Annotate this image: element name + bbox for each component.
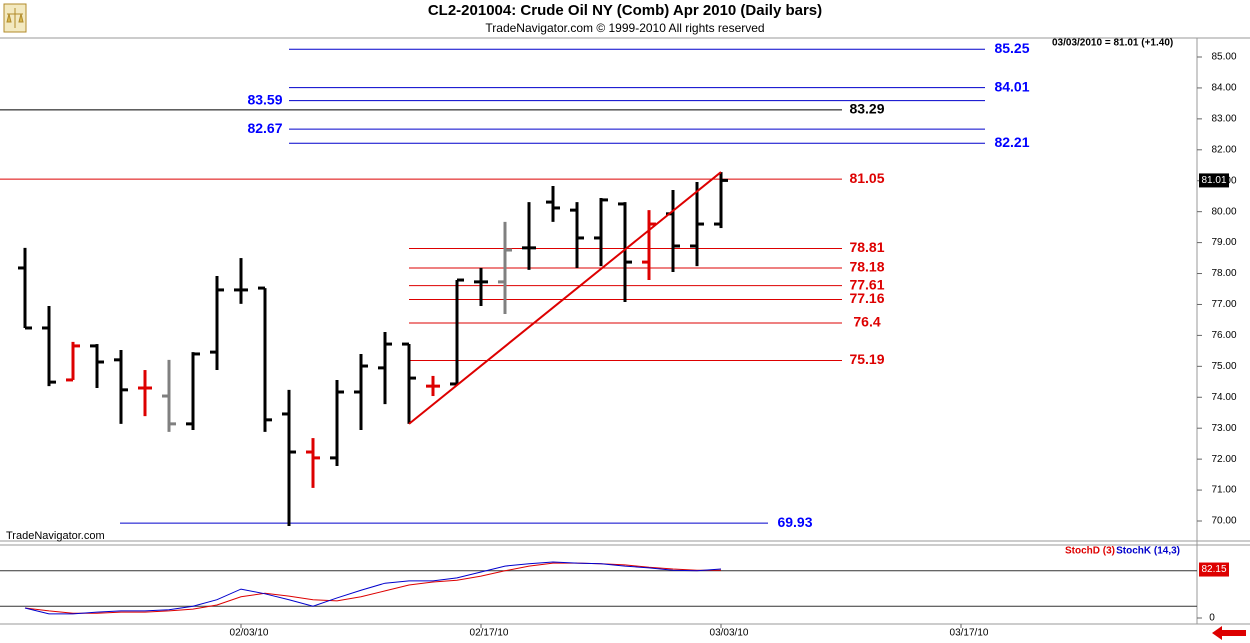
y-tick-label: 70.00 (1211, 516, 1236, 527)
chart-title: CL2-201004: Crude Oil NY (Comb) Apr 2010… (428, 2, 822, 19)
scroll-arrow[interactable] (1212, 626, 1246, 640)
trendline (408, 171, 722, 425)
stoch-tag-bg (1199, 562, 1229, 577)
price-tag: 81.01 (1201, 175, 1226, 186)
x-tick-label: 03/03/10 (710, 628, 749, 639)
y-tick-label: 73.00 (1211, 423, 1236, 434)
y-tick-label: 76.00 (1211, 330, 1236, 341)
x-tick-label: 03/17/10 (950, 628, 989, 639)
stoch-tag: 82.15 (1201, 564, 1226, 575)
level-label: 82.21 (994, 134, 1029, 150)
level-label: 85.25 (994, 40, 1029, 56)
y-tick-label: 0 (1209, 613, 1215, 624)
y-tick-label: 78.00 (1211, 268, 1236, 279)
y-tick-label: 80.00 (1211, 206, 1236, 217)
level-label: 82.67 (247, 120, 282, 136)
y-tick-label: 82.00 (1211, 144, 1236, 155)
level-label: 83.59 (247, 91, 282, 107)
level-label: 75.19 (849, 351, 884, 367)
header-info: 03/03/2010 = 81.01 (+1.40) (1052, 38, 1173, 49)
x-tick-label: 02/03/10 (230, 628, 269, 639)
level-label: 78.81 (849, 239, 884, 255)
y-tick-label: 77.00 (1211, 299, 1236, 310)
level-label: 81.05 (849, 170, 884, 186)
level-label: 77.61 (849, 276, 884, 292)
y-tick-label: 71.00 (1211, 485, 1236, 496)
level-label: 83.29 (849, 101, 884, 117)
level-label: 69.93 (777, 514, 812, 530)
y-tick-label: 83.00 (1211, 114, 1236, 125)
level-label: 78.18 (849, 259, 884, 275)
y-tick-label: 75.00 (1211, 361, 1236, 372)
legend-label: StochD (3) (1065, 546, 1115, 557)
y-tick-label: 85.00 (1211, 52, 1236, 63)
y-tick-label: 74.00 (1211, 392, 1236, 403)
y-tick-label: 84.00 (1211, 83, 1236, 94)
stoch-line (24, 561, 722, 615)
level-label: 76.4 (853, 314, 880, 330)
y-tick-label: 72.00 (1211, 454, 1236, 465)
legend-label: StochK (14,3) (1116, 546, 1180, 557)
chart-subtitle: TradeNavigator.com © 1999-2010 All right… (485, 21, 764, 35)
level-label: 84.01 (994, 78, 1029, 94)
x-tick-label: 02/17/10 (470, 628, 509, 639)
price-tag-bg (1199, 173, 1229, 188)
level-label: 77.16 (849, 290, 884, 306)
y-tick-label: 79.00 (1211, 237, 1236, 248)
logo (3, 3, 27, 33)
watermark: TradeNavigator.com (6, 530, 105, 542)
